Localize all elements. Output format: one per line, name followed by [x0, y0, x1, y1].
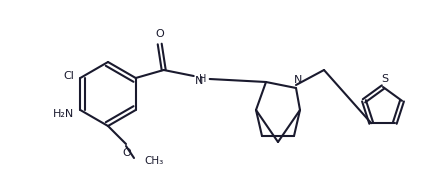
Text: O: O	[123, 148, 131, 158]
Text: Cl: Cl	[63, 71, 74, 81]
Text: H: H	[199, 74, 206, 84]
Text: O: O	[155, 29, 164, 39]
Text: N: N	[294, 75, 302, 85]
Text: H₂N: H₂N	[53, 109, 74, 119]
Text: S: S	[382, 74, 388, 84]
Text: N: N	[195, 76, 203, 86]
Text: CH₃: CH₃	[144, 156, 163, 166]
